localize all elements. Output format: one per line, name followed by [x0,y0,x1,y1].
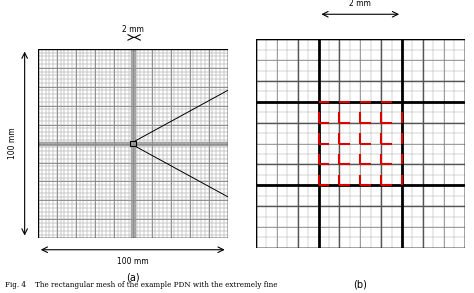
Text: (b): (b) [353,279,367,289]
Text: 100 mm: 100 mm [117,257,148,266]
Text: 100 mm: 100 mm [8,128,17,159]
Text: Fig. 4    The rectangular mesh of the example PDN with the extremely fine: Fig. 4 The rectangular mesh of the examp… [5,281,277,289]
Bar [38,142,228,145]
Bar [130,141,136,146]
Bar [131,49,135,239]
Text: 2 mm: 2 mm [349,0,371,8]
Text: 2 mm: 2 mm [122,25,144,34]
Text: (a): (a) [126,272,139,282]
